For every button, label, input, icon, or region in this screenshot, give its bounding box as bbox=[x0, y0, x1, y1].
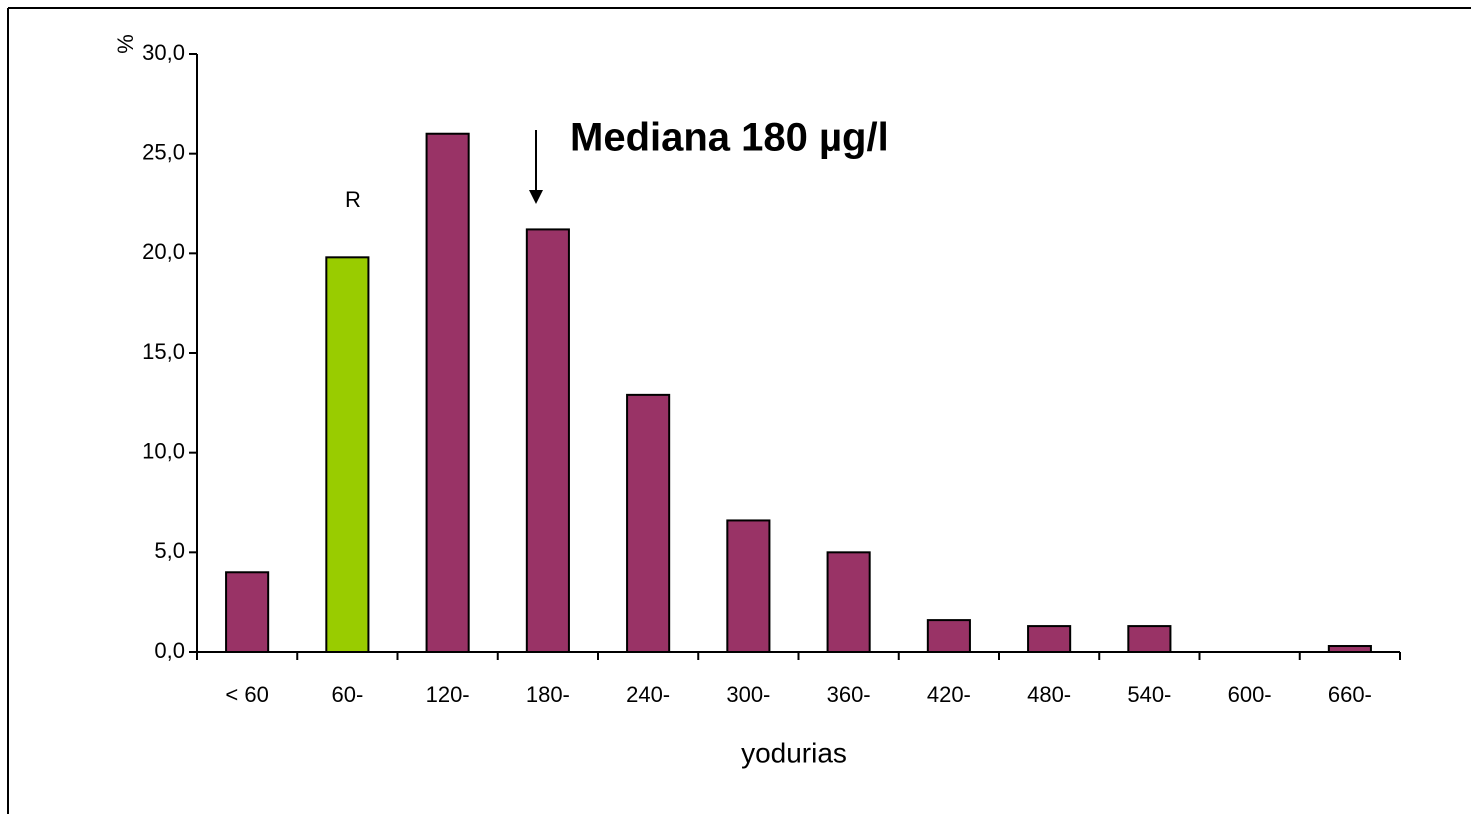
bar bbox=[1327, 645, 1372, 654]
y-tick-label: 5,0 bbox=[154, 538, 185, 563]
bar bbox=[425, 132, 470, 653]
x-tick-label: 660- bbox=[1328, 682, 1372, 707]
bar bbox=[525, 228, 570, 653]
x-tick-label: 60- bbox=[331, 682, 363, 707]
x-tick-label: < 60 bbox=[225, 682, 268, 707]
y-tick-label: 20,0 bbox=[142, 239, 185, 264]
y-tick-label: 0,0 bbox=[154, 638, 185, 663]
bar bbox=[1027, 625, 1072, 654]
x-tick-label: 120- bbox=[426, 682, 470, 707]
x-tick-label: 420- bbox=[927, 682, 971, 707]
arrow-head bbox=[529, 190, 543, 204]
bar bbox=[826, 551, 871, 653]
bar bbox=[726, 519, 771, 653]
x-tick-label: 180- bbox=[526, 682, 570, 707]
x-tick-label: 600- bbox=[1228, 682, 1272, 707]
bar bbox=[225, 571, 270, 653]
bar bbox=[926, 619, 971, 654]
x-tick-label: 360- bbox=[827, 682, 871, 707]
x-tick-label: 480- bbox=[1027, 682, 1071, 707]
annotation: Mediana 180 µg/l bbox=[570, 116, 889, 160]
y-tick-label: 30,0 bbox=[142, 40, 185, 65]
y-tick-label: 10,0 bbox=[142, 438, 185, 463]
x-tick-label: 240- bbox=[626, 682, 670, 707]
annotation: R bbox=[345, 187, 361, 212]
bar bbox=[1127, 625, 1172, 654]
bar bbox=[325, 256, 370, 653]
x-tick-label: 300- bbox=[726, 682, 770, 707]
y-axis-label: % bbox=[113, 34, 138, 54]
x-tick-label: 540- bbox=[1127, 682, 1171, 707]
y-tick-label: 15,0 bbox=[142, 339, 185, 364]
bar bbox=[626, 393, 671, 653]
y-tick-label: 25,0 bbox=[142, 139, 185, 164]
x-axis-label: yodurias bbox=[741, 737, 847, 768]
